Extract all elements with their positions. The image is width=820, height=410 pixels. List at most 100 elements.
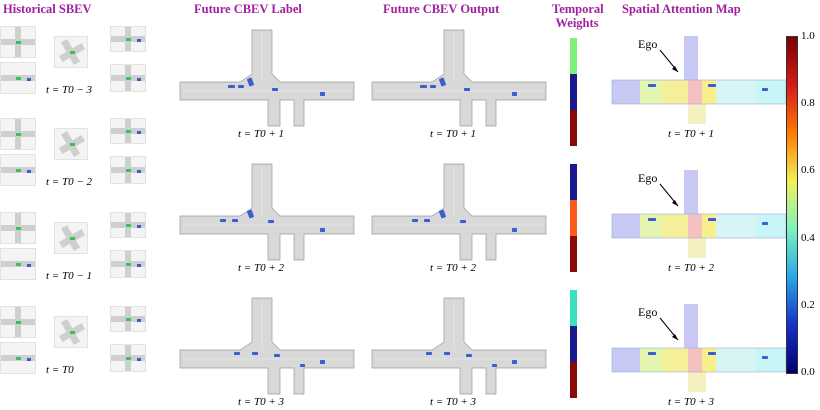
attention-time-label: t = T0 + 3 [668, 396, 715, 408]
temporal-weight-segment [570, 362, 577, 398]
history-thumbnail [54, 128, 88, 160]
vehicle [762, 356, 768, 359]
vehicle-group [234, 352, 240, 355]
history-thumbnail [110, 306, 146, 332]
future-label-time: t = T0 + 3 [238, 396, 285, 408]
spatial-attention-map: Ego [611, 36, 787, 124]
vehicle-group [232, 219, 238, 222]
vehicle [137, 264, 141, 267]
road-map [179, 297, 355, 395]
attention-segment [684, 36, 698, 80]
vehicle [238, 85, 244, 88]
temporal-weight-segment [570, 38, 577, 74]
ego-vehicle [16, 41, 21, 44]
road-shape [371, 297, 547, 395]
history-thumbnail [110, 64, 146, 92]
vehicle-group [247, 77, 254, 87]
history-time-label: t = T0 − 2 [46, 176, 93, 188]
vehicle [228, 85, 235, 88]
vehicle [27, 78, 31, 81]
vehicle-group [272, 88, 278, 91]
colorbar-tick-label: 1.0 [801, 30, 815, 42]
ego-arrow-head [672, 334, 678, 340]
attention-time-label: t = T0 + 2 [668, 262, 715, 274]
vehicle-group [220, 219, 226, 222]
ego-label: Ego [638, 305, 657, 319]
ego-vehicle [70, 51, 75, 54]
vehicle [272, 88, 278, 91]
ego-label: Ego [638, 37, 657, 51]
vehicle [762, 88, 768, 91]
vehicle-group [426, 352, 432, 355]
vehicle [492, 364, 497, 367]
vehicle [27, 170, 31, 173]
history-thumbnail [0, 118, 36, 150]
road-shape [371, 29, 547, 127]
temporal-weight-segment [570, 236, 577, 272]
vehicle [137, 131, 141, 134]
vehicle [426, 352, 432, 355]
vehicle [512, 360, 517, 364]
history-thumbnail [110, 156, 146, 184]
attention-segment [662, 80, 688, 104]
attention-segment [688, 214, 702, 238]
history-thumbnail [54, 222, 88, 254]
ego-label: Ego [638, 171, 657, 185]
vehicle-group [512, 92, 517, 96]
road-shape [179, 163, 355, 261]
ego-vehicle [126, 357, 131, 360]
future-label-time: t = T0 + 1 [238, 128, 285, 140]
ego-vehicle [16, 169, 21, 172]
vehicle-group [320, 228, 325, 232]
future-output-time: t = T0 + 2 [430, 262, 477, 274]
attention-segment [662, 214, 688, 238]
vehicle-group [439, 77, 446, 87]
vehicle-group [424, 219, 430, 222]
future-cbev-label-map [179, 163, 355, 261]
header-temporal-weights: Temporal Weights [552, 2, 604, 30]
vehicle [464, 88, 470, 91]
vehicle-group [512, 360, 517, 364]
attention-segment [702, 214, 716, 238]
vehicle-group [492, 364, 497, 367]
ego-vehicle [126, 224, 131, 227]
history-thumbnail [0, 26, 36, 58]
ego-vehicle [16, 227, 21, 230]
colorbar-tick-label: 0.8 [801, 97, 815, 110]
history-thumbnail [0, 212, 36, 244]
vehicle [512, 228, 517, 232]
attention-segment [684, 304, 698, 348]
attention-segment [688, 348, 702, 372]
attention-segment [716, 80, 756, 104]
vehicle-group [274, 354, 280, 357]
vehicle [460, 220, 466, 223]
vehicle [708, 84, 716, 87]
road-map [371, 29, 547, 127]
vehicle [466, 354, 472, 357]
ego-vehicle [70, 331, 75, 334]
vehicle [439, 209, 446, 219]
vehicle [648, 84, 656, 87]
temporal-weight-segment [570, 110, 577, 146]
vehicle-group [466, 354, 472, 357]
attention-segment [640, 80, 662, 104]
header-temporal-line1: Temporal [552, 2, 604, 16]
attention-segment [612, 348, 640, 372]
temporal-weight-segment [570, 200, 577, 236]
history-time-label: t = T0 − 3 [46, 84, 93, 96]
temporal-weight-bar [570, 164, 577, 272]
attention-segment [716, 348, 756, 372]
vehicle [648, 352, 656, 355]
road-map [371, 297, 547, 395]
future-output-time: t = T0 + 1 [430, 128, 477, 140]
colorbar-tick-label: 0.4 [801, 231, 815, 244]
attention-segment [756, 348, 786, 372]
colorbar-tick-label: 0.2 [801, 298, 815, 311]
vehicle [320, 360, 325, 364]
attention-segment [688, 372, 706, 392]
history-thumbnail [54, 36, 88, 68]
history-thumbnail [54, 316, 88, 348]
spatial-attention-map: Ego [611, 170, 787, 258]
vehicle [220, 219, 226, 222]
vehicle [137, 39, 141, 42]
